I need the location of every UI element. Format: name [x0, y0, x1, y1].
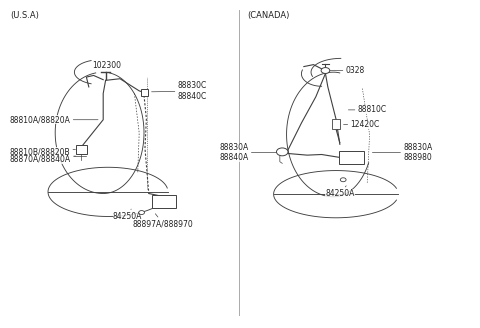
Text: (U.S.A): (U.S.A) — [11, 11, 39, 20]
Text: 88810A/88820A: 88810A/88820A — [10, 115, 98, 124]
Text: 0328: 0328 — [329, 66, 365, 75]
FancyBboxPatch shape — [152, 195, 176, 208]
Circle shape — [276, 148, 288, 156]
Circle shape — [321, 68, 330, 73]
FancyBboxPatch shape — [332, 119, 340, 129]
Text: 12420C: 12420C — [344, 120, 380, 129]
Text: 84250A: 84250A — [325, 186, 355, 198]
Text: 84250A: 84250A — [112, 209, 142, 221]
Text: 88810C: 88810C — [348, 105, 387, 114]
Text: 88830C
88840C: 88830C 88840C — [152, 81, 207, 101]
Text: 88810B/88820B: 88810B/88820B — [10, 147, 75, 156]
Text: 88897A/888970: 88897A/888970 — [133, 214, 193, 228]
Circle shape — [139, 211, 144, 215]
FancyBboxPatch shape — [75, 145, 87, 154]
Text: 88830A
88840A: 88830A 88840A — [219, 143, 280, 162]
Text: 88830A
888980: 88830A 888980 — [372, 143, 432, 162]
Circle shape — [340, 178, 346, 182]
Text: 102300: 102300 — [92, 61, 121, 78]
Text: 88870A/88840A: 88870A/88840A — [10, 154, 75, 164]
FancyBboxPatch shape — [141, 89, 148, 96]
FancyBboxPatch shape — [339, 151, 364, 164]
Text: (CANADA): (CANADA) — [247, 11, 289, 20]
